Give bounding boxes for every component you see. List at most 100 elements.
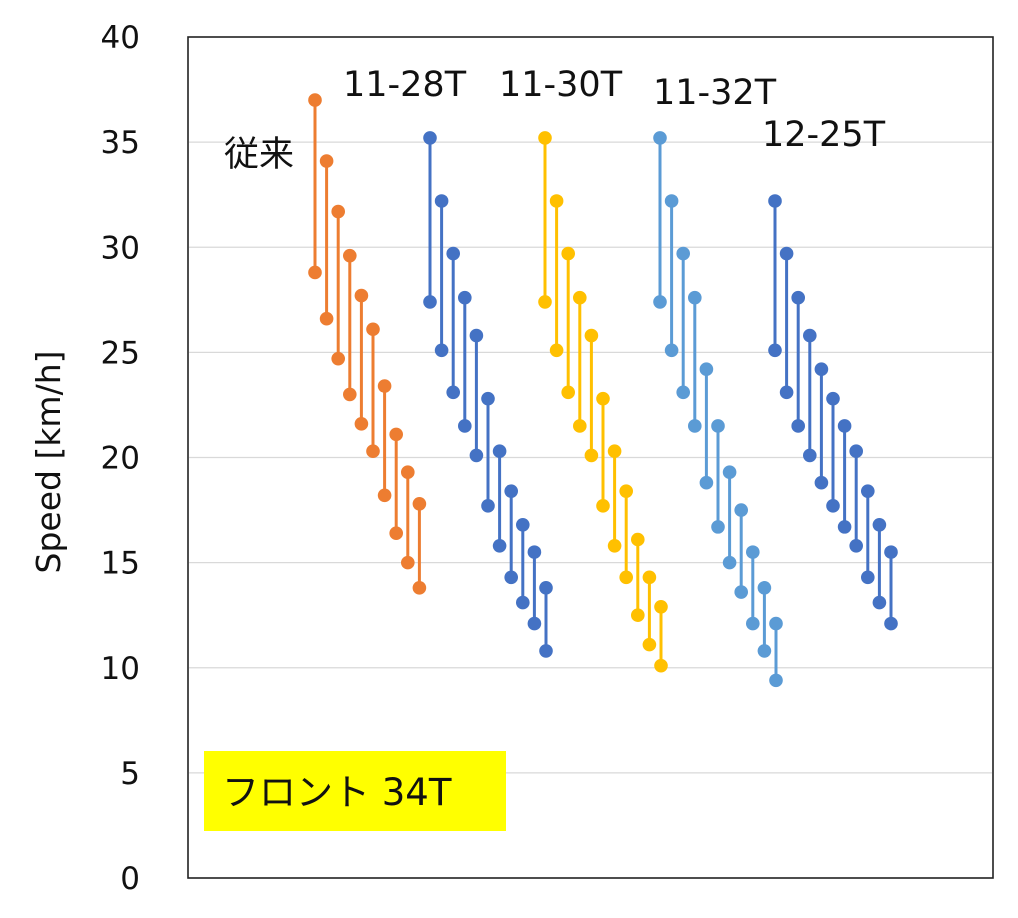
series-label: 12-25T: [762, 115, 886, 155]
high-point: [631, 532, 645, 547]
y-tick-label: 0: [120, 861, 140, 897]
low-point: [354, 417, 369, 431]
high-point: [596, 391, 610, 406]
series-label: 11-32T: [653, 73, 777, 113]
high-point: [343, 248, 357, 263]
y-tick-label: 35: [101, 125, 140, 161]
high-point: [746, 545, 760, 559]
high-point: [469, 328, 484, 343]
y-tick-label: 40: [101, 20, 140, 56]
low-point: [699, 475, 714, 490]
low-point: [389, 526, 404, 540]
high-point: [711, 419, 725, 433]
high-point: [584, 328, 599, 343]
series-label: 11-30T: [499, 65, 623, 105]
low-point: [607, 539, 622, 553]
low-point: [596, 499, 610, 513]
y-tick-label: 5: [120, 756, 140, 792]
y-tick-label: 10: [101, 651, 140, 687]
y-axis-ticks: 0 5 10 15 20 25 30 35 40: [101, 20, 140, 897]
high-point: [757, 581, 772, 595]
low-point: [769, 673, 783, 688]
high-point: [664, 194, 679, 208]
high-point: [676, 246, 690, 261]
low-point: [343, 387, 357, 402]
high-point: [872, 517, 887, 532]
low-point: [803, 448, 817, 463]
series-group: [423, 131, 553, 658]
high-point: [549, 194, 564, 208]
high-point: [377, 379, 392, 393]
y-tick-label: 15: [101, 546, 140, 582]
low-point: [746, 616, 760, 631]
y-tick-label: 25: [101, 335, 140, 371]
high-point: [791, 290, 805, 305]
low-point: [423, 295, 437, 309]
plot-area-frame: [187, 36, 994, 879]
low-point: [619, 570, 633, 585]
high-point: [492, 444, 507, 458]
low-point: [504, 570, 518, 585]
low-point: [492, 539, 507, 553]
high-point: [561, 246, 575, 261]
high-point: [734, 503, 748, 517]
high-point: [504, 484, 518, 498]
low-point: [631, 608, 645, 622]
series-group: [308, 93, 427, 595]
front-chainring-badge: フロント 34T: [204, 751, 506, 831]
low-point: [642, 637, 657, 652]
low-point: [688, 419, 702, 433]
high-point: [446, 246, 461, 261]
high-point: [412, 496, 427, 511]
low-point: [458, 419, 472, 433]
low-point: [331, 351, 346, 366]
low-point: [872, 595, 887, 610]
high-point: [654, 599, 668, 614]
low-point: [539, 644, 553, 658]
low-point: [653, 295, 667, 309]
low-point: [401, 555, 415, 570]
high-point: [389, 427, 404, 442]
low-point: [549, 343, 564, 358]
y-axis-label: Speed [km/h]: [29, 351, 68, 574]
low-point: [814, 475, 829, 490]
low-point: [826, 499, 840, 513]
high-point: [538, 131, 552, 145]
high-point: [354, 288, 369, 303]
low-point: [654, 658, 668, 673]
series-group: [538, 131, 668, 673]
low-point: [412, 581, 427, 595]
high-point: [803, 328, 817, 343]
high-point: [308, 93, 322, 107]
low-point: [573, 419, 587, 433]
low-point: [527, 616, 542, 631]
series-group: [768, 194, 898, 631]
high-point: [319, 154, 334, 168]
high-point: [481, 391, 495, 406]
high-point: [607, 444, 622, 458]
high-point: [884, 545, 898, 559]
series-label: 11-28T: [343, 65, 467, 105]
low-point: [791, 419, 805, 433]
high-point: [423, 131, 437, 145]
low-point: [768, 343, 782, 358]
high-point: [826, 391, 840, 406]
low-point: [861, 570, 875, 585]
low-point: [837, 520, 852, 534]
low-point: [849, 539, 863, 553]
high-point: [779, 246, 794, 261]
low-point: [377, 488, 392, 503]
high-point: [527, 545, 542, 559]
high-point: [722, 465, 737, 480]
badge-text: フロント 34T: [222, 771, 452, 814]
high-point: [434, 194, 449, 208]
high-point: [539, 581, 553, 595]
high-point: [401, 465, 415, 480]
low-point: [757, 644, 772, 658]
low-point: [366, 444, 380, 458]
low-point: [584, 448, 599, 463]
low-point: [516, 595, 530, 610]
